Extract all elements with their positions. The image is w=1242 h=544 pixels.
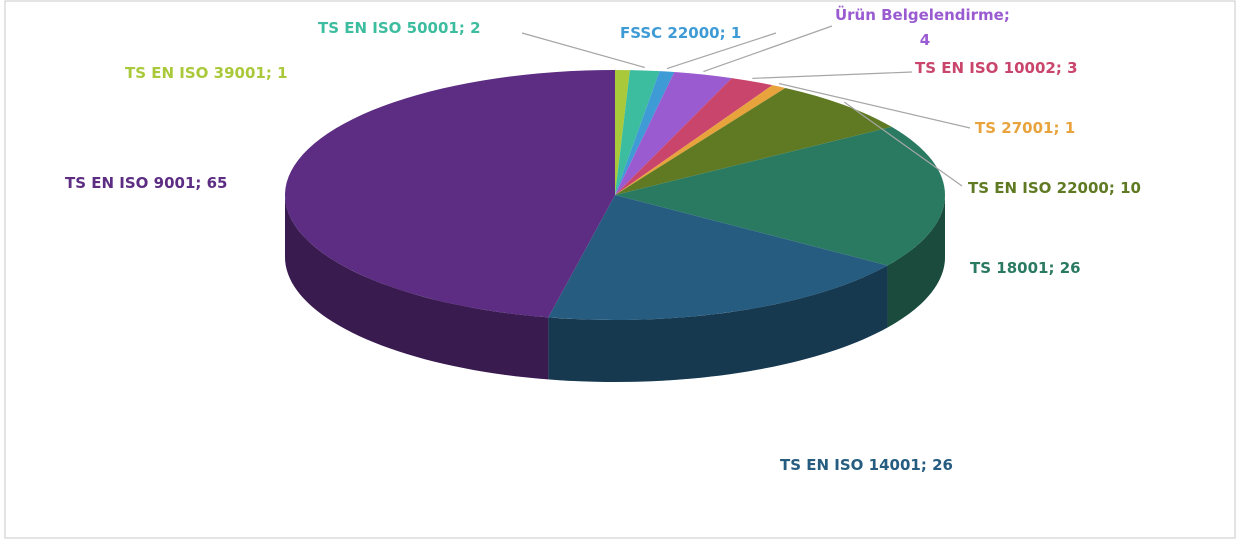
leader-line [666, 32, 777, 70]
data-label: TS 27001; 1 [975, 119, 1075, 137]
leader-line [844, 101, 963, 187]
data-label: Ürün Belgelendirme; 4 [835, 5, 1015, 49]
label-value: 3 [1067, 59, 1077, 77]
label-separator: ; [720, 24, 731, 42]
data-label: TS 18001; 26 [970, 259, 1081, 277]
slice [615, 70, 660, 195]
data-label: TS EN ISO 50001; 2 [318, 19, 481, 37]
label-separator: ; [459, 19, 470, 37]
slice-side-shade [548, 265, 888, 382]
slice-side [285, 195, 549, 380]
slice [548, 195, 888, 320]
slice-side-shade [285, 195, 549, 380]
label-category: TS EN ISO 9001 [65, 174, 195, 192]
label-category: TS EN ISO 50001 [318, 19, 459, 37]
slice [615, 85, 786, 195]
label-value: 4 [920, 31, 930, 49]
leader-line [521, 32, 645, 69]
label-value: 1 [1065, 119, 1075, 137]
leader-line [752, 71, 913, 79]
data-label: TS EN ISO 9001; 65 [65, 174, 228, 192]
slice-side-shade [887, 195, 945, 328]
label-category: TS EN ISO 22000 [968, 179, 1109, 197]
label-separator: ; [266, 64, 277, 82]
data-label: TS EN ISO 14001; 26 [780, 456, 953, 474]
label-separator: ; [1004, 6, 1015, 24]
slice [615, 72, 732, 195]
label-category: TS EN ISO 10002 [915, 59, 1056, 77]
label-separator: ; [1109, 179, 1120, 197]
slice [615, 71, 675, 195]
leader-line [778, 82, 971, 129]
label-value: 1 [731, 24, 741, 42]
slice [615, 70, 630, 195]
label-value: 65 [207, 174, 228, 192]
label-category: Ürün Belgelendirme [835, 5, 1004, 24]
label-value: 2 [470, 19, 480, 37]
label-value: 26 [932, 456, 953, 474]
label-separator: ; [1053, 119, 1064, 137]
slice [615, 87, 892, 195]
label-category: FSSC 22000 [620, 24, 720, 42]
label-category: TS 18001 [970, 259, 1048, 277]
slice [284, 70, 615, 318]
data-label: TS EN ISO 10002; 3 [915, 59, 1078, 77]
slice [615, 78, 773, 195]
slice [615, 126, 945, 266]
label-separator: ; [1048, 259, 1059, 277]
data-label: TS EN ISO 39001; 1 [125, 64, 288, 82]
data-label: TS EN ISO 22000; 10 [968, 179, 1141, 197]
label-value: 26 [1060, 259, 1081, 277]
label-value: 1 [277, 64, 287, 82]
leader-line [703, 25, 833, 73]
label-separator: ; [195, 174, 206, 192]
label-separator: ; [921, 456, 932, 474]
label-category: TS EN ISO 39001 [125, 64, 266, 82]
slice-side [548, 265, 888, 382]
label-category: TS EN ISO 14001 [780, 456, 921, 474]
data-label: FSSC 22000; 1 [620, 24, 741, 42]
label-separator: ; [1056, 59, 1067, 77]
slice-side [887, 195, 945, 328]
label-value: 10 [1120, 179, 1141, 197]
label-category: TS 27001 [975, 119, 1053, 137]
